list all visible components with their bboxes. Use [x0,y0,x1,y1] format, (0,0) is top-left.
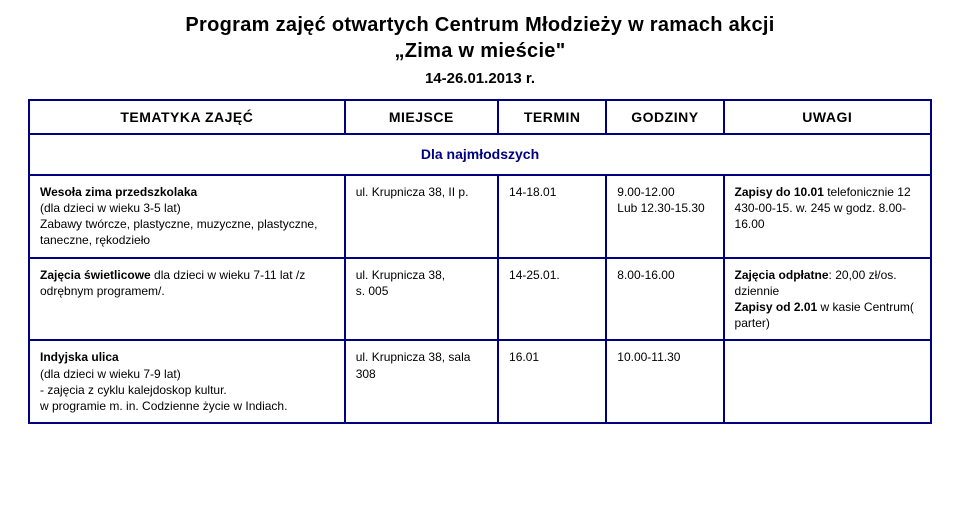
topic-bold: Zajęcia świetlicowe [40,268,151,282]
cell-term: 16.01 [498,340,606,423]
cell-notes: Zapisy do 10.01 telefonicznie 12 430-00-… [724,175,931,258]
topic-rest: (dla dzieci w wieku 7-9 lat) - zajęcia z… [40,367,287,413]
col-miejsce: MIEJSCE [345,100,498,134]
title-line1: Program zajęć otwartych Centrum Młodzież… [185,14,774,36]
col-termin: TERMIN [498,100,606,134]
cell-topic: Zajęcia świetlicowe dla dzieci w wieku 7… [29,258,345,341]
date-range: 14-26.01.2013 r. [28,70,932,87]
cell-hours: 10.00-11.30 [606,340,723,423]
page-title: Program zajęć otwartych Centrum Młodzież… [28,12,932,64]
section-label: Dla najmłodszych [29,134,931,175]
cell-hours: 8.00-16.00 [606,258,723,341]
topic-bold: Wesoła zima przedszkolaka [40,185,197,199]
cell-notes [724,340,931,423]
col-tematyka: TEMATYKA ZAJĘĆ [29,100,345,134]
notes-b2: Zapisy od 2.01 [735,300,818,314]
notes-b1: Zajęcia odpłatne [735,268,829,282]
cell-term: 14-18.01 [498,175,606,258]
cell-place: ul. Krupnicza 38, s. 005 [345,258,498,341]
topic-bold: Indyjska ulica [40,350,119,364]
title-line2: „Zima w mieście" [394,40,565,62]
cell-place: ul. Krupnicza 38, II p. [345,175,498,258]
cell-hours: 9.00-12.00 Lub 12.30-15.30 [606,175,723,258]
topic-rest: (dla dzieci w wieku 3-5 lat) Zabawy twór… [40,201,317,247]
table-row: Indyjska ulica (dla dzieci w wieku 7-9 l… [29,340,931,423]
col-godziny: GODZINY [606,100,723,134]
cell-notes: Zajęcia odpłatne: 20,00 zł/os. dziennie … [724,258,931,341]
cell-topic: Wesoła zima przedszkolaka (dla dzieci w … [29,175,345,258]
cell-term: 14-25.01. [498,258,606,341]
table-row: Zajęcia świetlicowe dla dzieci w wieku 7… [29,258,931,341]
table-header-row: TEMATYKA ZAJĘĆ MIEJSCE TERMIN GODZINY UW… [29,100,931,134]
table-row: Wesoła zima przedszkolaka (dla dzieci w … [29,175,931,258]
col-uwagi: UWAGI [724,100,931,134]
cell-place: ul. Krupnicza 38, sala 308 [345,340,498,423]
section-row: Dla najmłodszych [29,134,931,175]
notes-bold: Zapisy do 10.01 [735,185,824,199]
schedule-table: TEMATYKA ZAJĘĆ MIEJSCE TERMIN GODZINY UW… [28,99,932,424]
cell-topic: Indyjska ulica (dla dzieci w wieku 7-9 l… [29,340,345,423]
